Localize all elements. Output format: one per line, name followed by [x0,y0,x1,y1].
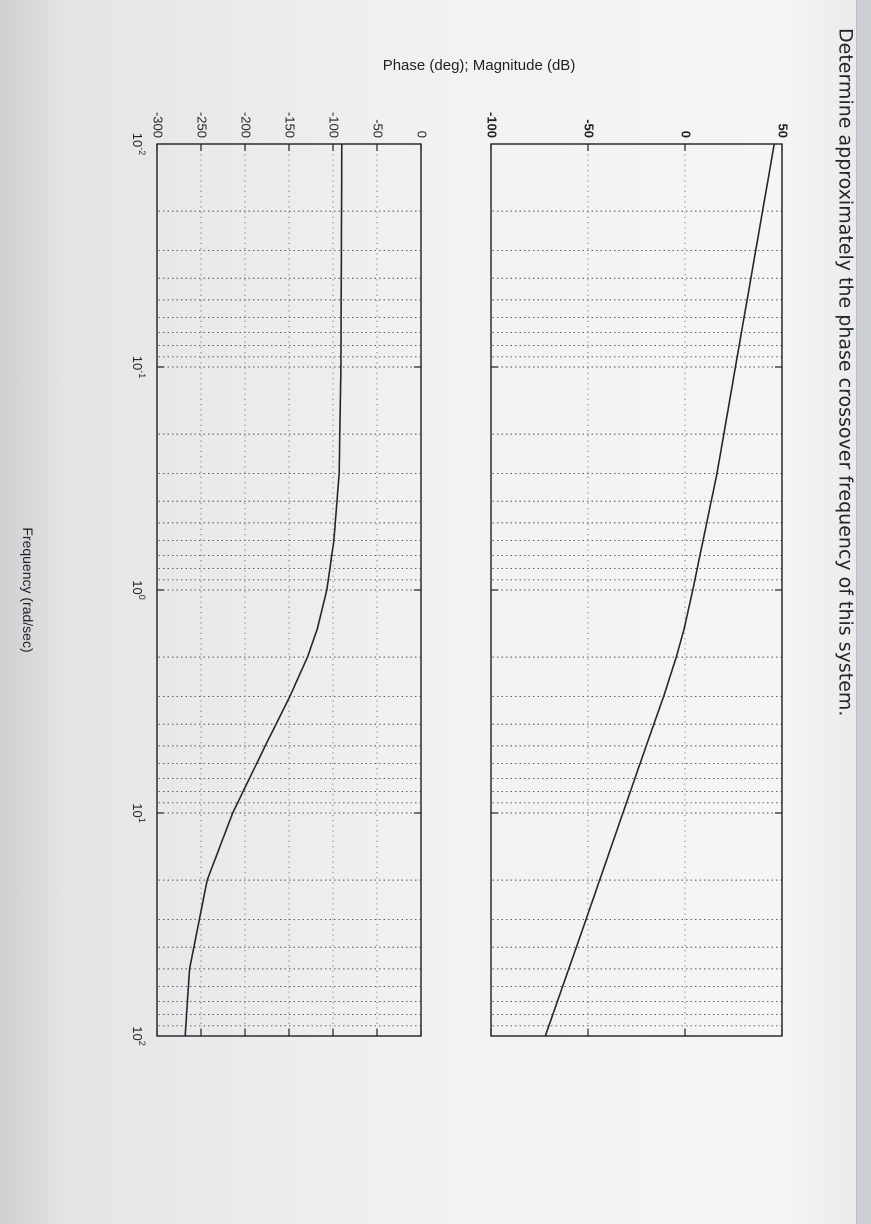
magnitude-plot: 50 0 -50 -100 [485,112,791,1037]
y-tick-label: -150 [283,112,298,138]
phase-curve [184,143,343,1037]
x-axis-label: Frequency (rad/sec) [20,527,36,652]
x-tick-label: 102 [130,1026,147,1045]
phase-plot: 0 -50 -100 -150 -200 -250 -300 [151,112,430,1037]
phase-grid [157,144,421,1036]
x-tick-labels: 10-2 10-1 100 101 102 [130,133,147,1046]
y-tick-label: -50 [371,119,386,138]
y-tick-label: -50 [582,119,597,138]
y-tick-label: 0 [679,131,694,138]
scrollbar-track[interactable] [856,0,871,1224]
y-tick-label: -100 [327,112,342,138]
magnitude-y-ticks: 50 0 -50 -100 [485,112,791,1036]
x-tick-label: 10-2 [130,133,147,155]
y-axis-label: Phase (deg); Magnitude (dB) [383,57,576,74]
y-tick-label: -100 [485,112,500,138]
x-tick-label: 10-1 [130,356,147,378]
magnitude-curve [544,143,775,1037]
x-tick-label: 100 [130,580,147,599]
x-tick-label: 101 [130,803,147,822]
y-tick-label: 0 [415,131,430,138]
y-tick-label: 50 [776,124,791,138]
phase-y-ticks: 0 -50 -100 -150 -200 -250 -300 [151,112,430,1036]
question-text: Determine approximately the phase crosso… [834,28,856,716]
magnitude-grid [491,144,782,1036]
y-tick-label: -300 [151,112,166,138]
y-tick-label: -250 [195,112,210,138]
y-tick-label: -200 [239,112,254,138]
